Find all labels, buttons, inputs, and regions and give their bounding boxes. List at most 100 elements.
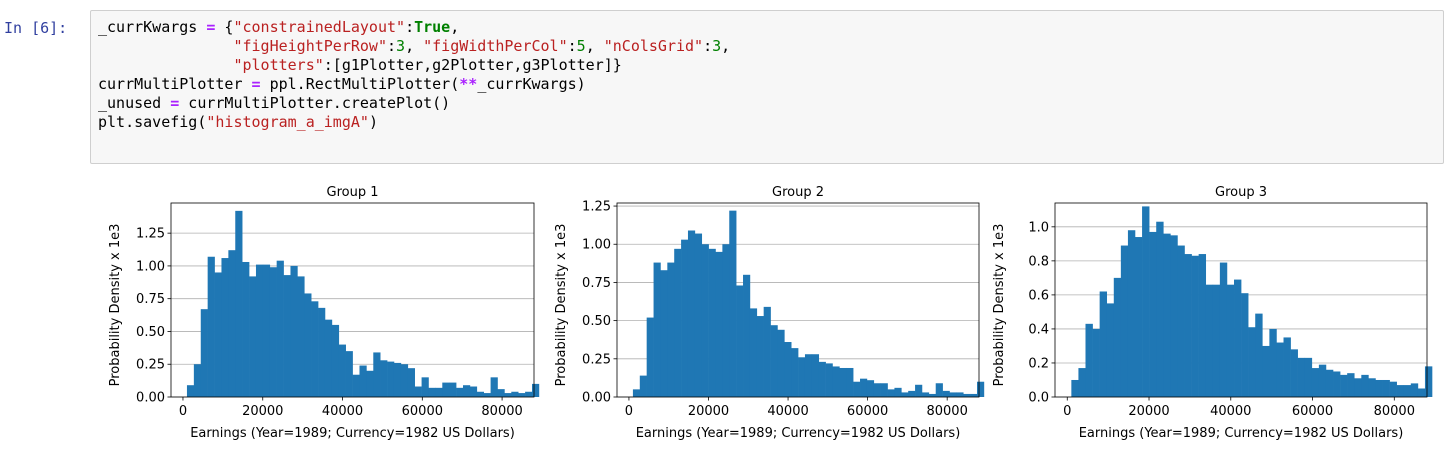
histogram-bar — [681, 239, 689, 397]
code-line: _unused = currMultiPlotter.createPlot() — [98, 94, 730, 113]
code-line: "plotters":[g1Plotter,g2Plotter,g3Plotte… — [98, 56, 730, 75]
code-token: = — [206, 18, 216, 36]
histogram-bar — [942, 390, 950, 397]
x-tick-label: 60000 — [1292, 404, 1333, 419]
histogram-bar — [1283, 337, 1291, 397]
histogram-bar — [414, 386, 422, 397]
histogram-bar — [242, 261, 250, 397]
code-token: , — [405, 37, 424, 55]
histogram-bar — [1361, 374, 1369, 397]
y-axis-label: Probability Density x 1e3 — [554, 224, 569, 387]
histogram-bar — [1170, 235, 1178, 397]
histogram-bar — [1269, 328, 1277, 397]
code-token: currMultiPlotter.createPlot() — [179, 94, 451, 112]
histogram-bar — [304, 293, 312, 397]
histogram-bar — [1248, 327, 1256, 397]
y-tick-label: 0.2 — [1028, 356, 1049, 371]
histogram-bar — [221, 258, 229, 397]
code-token: : — [387, 37, 397, 55]
histogram-bar — [915, 384, 923, 397]
histogram-bar — [846, 367, 854, 397]
histogram-bar — [921, 392, 930, 397]
histogram-bar — [1297, 357, 1306, 397]
histogram-bar — [1340, 374, 1348, 397]
histogram-bar — [853, 381, 861, 397]
histogram-bar — [1375, 379, 1383, 397]
histogram-bar — [708, 248, 716, 397]
axes-frame — [616, 202, 980, 398]
histogram-bar — [283, 275, 291, 397]
histogram-bar — [832, 366, 840, 397]
histogram-bar — [970, 393, 978, 397]
histogram-bar — [873, 383, 881, 397]
histogram-bar — [511, 391, 519, 397]
histogram-bar — [1417, 388, 1426, 397]
histogram-bar — [462, 385, 471, 397]
histogram-bar — [1368, 378, 1376, 397]
histogram-bar — [359, 365, 367, 397]
x-tick-label: 0 — [625, 404, 633, 419]
cell-prompt: In [6]: — [4, 19, 68, 37]
histogram-figure: 0.000.250.500.751.001.250 20000 40000 60000… — [108, 185, 1433, 441]
x-tick-label: 20000 — [688, 404, 729, 419]
histogram-bar — [186, 385, 195, 397]
histogram-bar — [435, 387, 443, 397]
histogram-bar — [1205, 284, 1214, 397]
histogram-bar — [1078, 368, 1086, 397]
histogram-bar — [290, 265, 298, 397]
histogram-bar — [456, 387, 464, 397]
code-line: _currKwargs = {"constrainedLayout":True, — [98, 18, 730, 37]
y-tick-label: 1.25 — [582, 200, 611, 215]
x-tick-label: 20000 — [242, 404, 283, 419]
histogram-bar — [791, 348, 799, 397]
histogram-bar — [428, 387, 436, 397]
code-editor[interactable]: _currKwargs = {"constrainedLayout":True,… — [98, 18, 730, 132]
y-tick-label: 1.25 — [136, 227, 165, 242]
x-tick-label: 80000 — [481, 404, 522, 419]
histogram-bar — [352, 374, 360, 397]
histogram-bar — [804, 354, 813, 397]
histogram-bar — [1135, 237, 1143, 397]
histogram-group-2: 0.00 0.25 0.50 0.75 1.00 1.25 0 20000 40000 60000… — [554, 185, 985, 441]
code-token: ppl.RectMultiPlotter( — [260, 75, 460, 93]
histogram-bar — [1347, 373, 1355, 397]
histogram-bar — [1424, 366, 1433, 397]
histogram-bar — [1304, 357, 1313, 397]
histogram-bar — [880, 383, 888, 397]
histogram-bar — [207, 256, 215, 397]
y-tick-label: 0.75 — [582, 276, 611, 291]
histogram-bar — [866, 380, 875, 397]
y-tick-label: 1.00 — [582, 238, 611, 253]
code-token: 3 — [396, 37, 406, 55]
histogram-bar — [818, 361, 826, 397]
y-tick-label: 0.50 — [136, 325, 165, 340]
code-line: currMultiPlotter = ppl.RectMultiPlotter(… — [98, 75, 730, 94]
histogram-bar — [1354, 378, 1362, 397]
y-tick-label: 0.4 — [1028, 322, 1049, 337]
chart-title: Group 3 — [1215, 185, 1267, 200]
histogram-bar — [715, 251, 723, 397]
histogram-bar — [1120, 245, 1129, 397]
histogram-bar — [722, 244, 730, 397]
code-cell[interactable]: _currKwargs = {"constrainedLayout":True,… — [90, 10, 1444, 164]
histogram-bar — [749, 308, 758, 397]
histogram-bar — [1262, 345, 1270, 397]
code-token — [98, 37, 233, 55]
code-token: "histogram_a_imgA" — [206, 113, 369, 131]
y-tick-label: 0.0 — [1028, 391, 1049, 406]
x-tick-label: 60000 — [402, 404, 443, 419]
histogram-bar — [632, 389, 641, 397]
y-tick-label: 0.25 — [136, 358, 165, 373]
histogram-bar — [1212, 284, 1221, 397]
histogram-bar — [504, 393, 512, 397]
histogram-bar — [297, 276, 305, 397]
code-token: = — [251, 75, 261, 93]
histogram-bar — [646, 317, 654, 397]
histogram-bar — [1318, 364, 1327, 397]
y-tick-label: 0.00 — [582, 391, 611, 406]
y-tick-label: 0.50 — [582, 314, 611, 329]
code-token: True — [414, 18, 451, 36]
histogram-bar — [660, 270, 668, 397]
histogram-bar — [1198, 254, 1207, 397]
histogram-bar — [255, 264, 264, 397]
